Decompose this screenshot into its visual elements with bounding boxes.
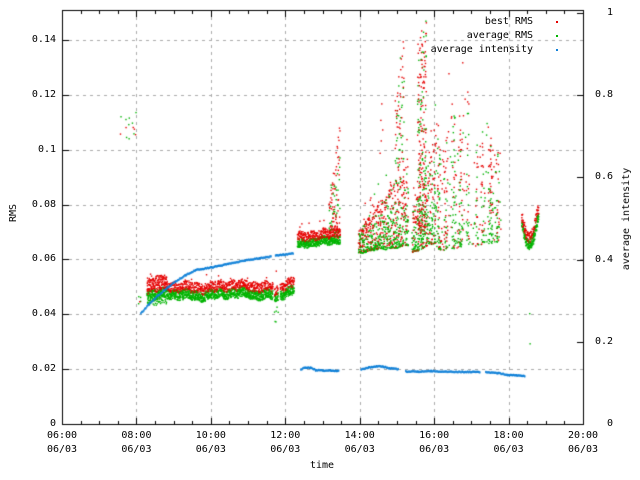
x-tick-date-label: 06/03 — [567, 444, 599, 455]
legend-item-average-rms: average RMS — [380, 29, 558, 43]
y-tick-label: 0.04 — [31, 308, 56, 320]
x-tick-date-label: 06/03 — [419, 444, 450, 455]
x-tick-time-label: 10:00 — [195, 430, 226, 441]
y2-tick-label: 1 — [606, 6, 613, 18]
legend-marker-dot — [556, 35, 558, 37]
legend-item-average-intensity: average intensity — [380, 43, 558, 57]
y-tick-label: 0.06 — [31, 253, 56, 265]
x-tick-time-label: 16:00 — [419, 430, 450, 441]
y2-axis-label: average intensity — [621, 167, 632, 271]
y-tick-label: 0 — [49, 418, 56, 429]
legend-label: average intensity — [430, 44, 533, 55]
x-tick-time-label: 12:00 — [270, 430, 301, 441]
legend-label: best RMS — [484, 16, 533, 27]
x-tick-date-label: 06/03 — [195, 444, 226, 455]
legend-marker-dot — [556, 49, 558, 51]
x-tick-time-label: 20:00 — [567, 430, 599, 441]
x-tick-time-label: 08:00 — [121, 430, 152, 441]
y-tick-label: 0.02 — [31, 363, 56, 375]
y-tick-label: 0.14 — [31, 34, 56, 46]
x-tick-date-label: 06/03 — [46, 444, 78, 455]
y2-tick-label: 0.2 — [594, 335, 613, 347]
legend-item-best-rms: best RMS — [380, 15, 558, 29]
legend-label: average RMS — [466, 30, 533, 41]
y2-tick-label: 0.4 — [594, 253, 613, 265]
legend: best RMS average RMS average intensity — [380, 15, 558, 57]
y2-tick-label: 0.6 — [594, 171, 613, 183]
x-tick-time-label: 14:00 — [344, 430, 375, 441]
x-tick-time-label: 06:00 — [46, 430, 78, 441]
x-tick-date-label: 06/03 — [493, 444, 524, 455]
y2-tick-label: 0 — [606, 418, 613, 429]
x-tick-date-label: 06/03 — [121, 444, 152, 455]
x-tick-time-label: 18:00 — [493, 430, 524, 441]
x-axis-label: time — [309, 460, 335, 471]
x-tick-date-label: 06/03 — [270, 444, 301, 455]
x-tick-date-label: 06/03 — [344, 444, 375, 455]
y-tick-label: 0.08 — [31, 198, 56, 210]
y-tick-label: 0.1 — [37, 143, 56, 155]
y-tick-label: 0.12 — [31, 88, 56, 100]
y2-tick-label: 0.8 — [594, 89, 613, 101]
legend-marker-dot — [556, 21, 558, 23]
